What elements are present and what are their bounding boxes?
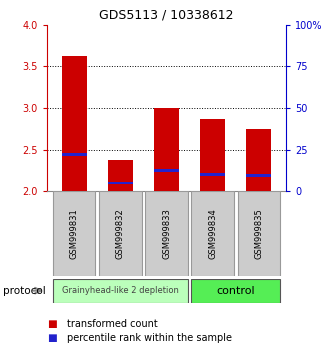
Bar: [99, 191, 142, 276]
Bar: [53, 279, 188, 303]
Bar: [62, 56, 87, 191]
Text: percentile rank within the sample: percentile rank within the sample: [67, 333, 231, 343]
Bar: [53, 191, 96, 276]
Bar: [154, 169, 179, 172]
Text: GSM999835: GSM999835: [254, 208, 263, 259]
Text: GSM999832: GSM999832: [116, 208, 125, 259]
Bar: [200, 119, 225, 191]
Bar: [246, 174, 271, 177]
Bar: [237, 191, 280, 276]
Bar: [191, 191, 234, 276]
Text: control: control: [216, 286, 255, 296]
Bar: [200, 173, 225, 176]
Text: ■: ■: [47, 333, 56, 343]
Bar: [62, 153, 87, 156]
Text: protocol: protocol: [3, 286, 46, 296]
Text: GSM999834: GSM999834: [208, 208, 217, 259]
Bar: [145, 191, 188, 276]
Text: ■: ■: [47, 319, 56, 329]
Text: transformed count: transformed count: [67, 319, 158, 329]
Bar: [154, 108, 179, 191]
Text: Grainyhead-like 2 depletion: Grainyhead-like 2 depletion: [62, 286, 179, 295]
Text: GSM999831: GSM999831: [70, 208, 79, 259]
Bar: [246, 129, 271, 191]
Bar: [108, 182, 133, 184]
Bar: [108, 160, 133, 191]
Bar: [191, 279, 280, 303]
Text: GDS5113 / 10338612: GDS5113 / 10338612: [99, 9, 234, 22]
Text: GSM999833: GSM999833: [162, 208, 171, 259]
